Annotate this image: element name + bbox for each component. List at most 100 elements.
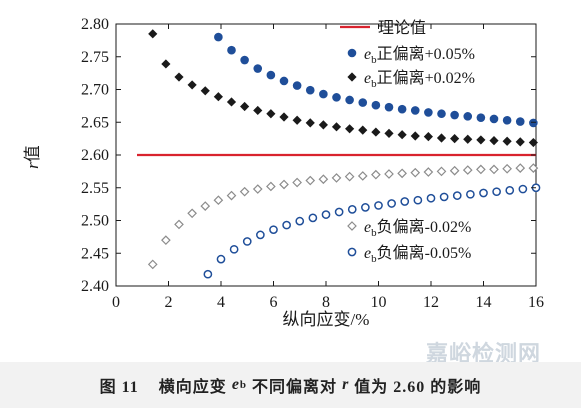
data-point [492,187,501,197]
y-tick-label: 2.55 [81,180,109,197]
data-point [332,93,341,102]
data-point [358,98,368,107]
legend-label: 理论值 [378,19,426,37]
data-point [279,112,289,122]
data-point [384,128,394,138]
data-point [462,165,473,175]
data-point [227,45,236,55]
data-point [436,133,447,143]
data-point [436,166,447,177]
data-point [279,179,289,190]
data-point [489,114,499,124]
data-point [345,95,354,105]
data-point [423,167,434,177]
data-point [502,163,512,174]
y-tick-label: 2.70 [81,82,109,99]
data-point [410,131,420,141]
legend-marker [347,48,357,58]
data-point [358,125,368,135]
data-point [319,89,328,99]
data-point [426,193,436,203]
series-2 [148,29,538,148]
legend-marker [347,72,357,82]
caption-text-middle: 不同偏离对 [252,379,338,396]
data-point [266,109,276,119]
data-point [226,190,237,201]
legend-item-3: eb负偏离-0.02% [347,218,471,239]
data-point [374,201,383,210]
data-point [213,92,223,102]
data-point [240,55,249,65]
data-point [292,115,302,125]
data-point [345,124,355,134]
y-axis-title: r值 [23,145,42,169]
legend-item-0: 理论值 [340,19,426,37]
legend-label: eb负偏离-0.05% [364,244,471,265]
data-point [476,164,486,175]
data-point [239,186,250,197]
data-point [292,177,302,188]
caption-text-start: 横向应变 [158,379,227,396]
data-point [528,137,538,148]
series-4 [203,183,541,279]
data-point [489,135,499,146]
data-point [489,164,499,175]
data-point [502,136,512,146]
legend-lower: eb负偏离-0.02% eb负偏离-0.05% [347,218,471,265]
data-point [400,197,410,206]
chart-plot-area [137,29,541,279]
data-point [200,86,210,96]
data-point [318,174,329,185]
x-tick-label: 12 [423,294,439,311]
data-point [476,113,486,122]
data-point [449,165,460,176]
legend-item-1: eb正偏离+0.05% [347,45,475,66]
data-point [410,106,420,115]
data-point [452,191,462,200]
data-point [308,213,318,223]
legend-label: eb正偏离+0.05% [364,45,475,66]
data-point [410,167,421,178]
data-point [463,112,473,121]
data-point [371,127,381,137]
series-3 [147,163,539,270]
x-tick-label: 16 [528,294,544,311]
data-point [305,175,316,186]
data-point [357,171,368,181]
chart: 0 2 4 6 8 10 12 14 16 2.402.452.502.552.602.652.… [23,16,544,329]
y-tick-label: 2.45 [81,245,109,262]
data-point [174,219,184,230]
legend-marker [347,221,357,231]
x-tick-label: 6 [270,294,278,311]
data-point [334,207,344,217]
caption-text-end: 值为 2.60 的影响 [354,379,482,396]
data-point [371,100,381,110]
series-1 [214,32,538,128]
y-tick-label: 2.75 [81,49,109,66]
data-point [502,115,512,125]
data-point [321,210,331,219]
data-point [347,205,357,214]
legend-marker [347,247,357,257]
data-point [397,104,407,114]
data-point [214,32,223,42]
data-point [161,59,171,69]
x-tick-label: 8 [322,294,330,311]
data-point [242,237,252,246]
data-point [371,169,381,180]
data-point [479,188,488,198]
data-point [253,64,263,73]
data-point [161,235,171,245]
caption-figure-number: 图 11 [99,379,139,396]
data-point [266,181,276,192]
data-point [361,203,370,212]
legend-label: eb负偏离-0.02% [364,218,471,239]
data-point [515,137,525,147]
data-point [187,208,197,219]
x-tick-label: 14 [476,294,492,311]
y-axis-title-var: r [23,162,42,169]
data-point [387,199,396,208]
data-point [148,29,158,39]
x-axis-ticks: 0 2 4 6 8 10 12 14 16 [112,24,544,311]
data-point [397,168,407,179]
